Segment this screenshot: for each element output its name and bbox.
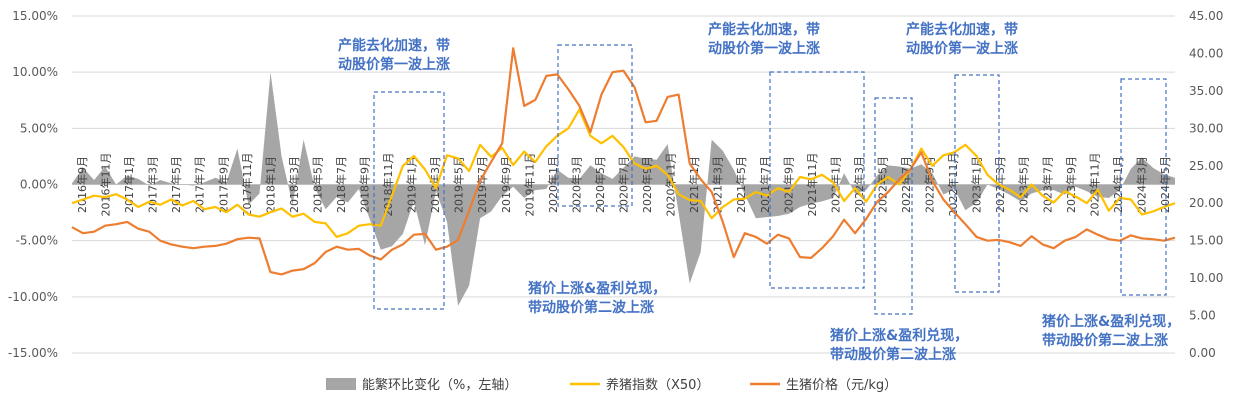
line-series-price (71, 47, 1176, 276)
right-tick-label: 20.00 (1189, 196, 1223, 210)
annotation-line: 动股价第一波上涨 (708, 40, 820, 57)
right-axis: 0.00 5.00 10.00 15.00 20.00 25.00 30.00 35.00 40… (1189, 9, 1223, 360)
x-tick-label: 2021年11月 (805, 153, 819, 217)
annotation-line: 动股价第一波上涨 (338, 56, 450, 73)
annotation-text: 产能去化加速，带动股价第一波上涨 (906, 21, 1018, 57)
annotation-text: 产能去化加速，带动股价第一波上涨 (338, 37, 450, 73)
x-tick-label: 2020年5月 (593, 156, 607, 213)
annotation-line: 产能去化加速，带 (708, 21, 820, 38)
left-tick-label: 15.00% (12, 9, 58, 23)
x-tick-label: 2019年7月 (475, 156, 489, 213)
x-tick-label: 2023年5月 (1017, 156, 1031, 213)
left-axis: -15.00% -10.00% -5.00% 0.00% 5.00% 10.00% 15.0… (8, 9, 58, 360)
x-tick-label: 2016年9月 (75, 156, 89, 213)
highlight-box (1120, 78, 1167, 296)
highlight-box (954, 74, 1000, 293)
highlight-box (769, 71, 865, 289)
annotation-text: 猪价上涨&盈利兑现， 带动股价第二波上涨 (527, 280, 666, 316)
x-tick-label: 2018年3月 (287, 156, 301, 213)
right-tick-label: 15.00 (1189, 234, 1223, 248)
x-tick-label: 2022年11月 (946, 153, 960, 217)
annotations-layer: 产能去化加速，带动股价第一波上涨产能去化加速，带动股价第一波上涨产能去化加速，带… (338, 21, 1180, 363)
annotation-text: 猪价上涨&盈利兑现， 带动股价第二波上涨 (1041, 313, 1180, 349)
annotation-line: 产能去化加速，带 (338, 37, 450, 54)
highlight-box (373, 91, 445, 310)
x-tick-label: 2018年7月 (334, 156, 348, 213)
right-tick-label: 10.00 (1189, 271, 1223, 285)
x-tick-label: 2021年5月 (734, 156, 748, 213)
x-tick-label: 2020年1月 (546, 156, 560, 213)
x-tick-label: 2020年7月 (617, 156, 631, 213)
x-tick-label: 2018年1月 (263, 156, 277, 213)
annotation-line: 猪价上涨&盈利兑现， (829, 327, 968, 344)
x-tick-label: 2021年3月 (711, 156, 725, 213)
x-tick-label: 2016年11月 (99, 153, 113, 217)
x-tick-label: 2018年11月 (381, 153, 395, 217)
x-tick-label: 2018年9月 (358, 156, 372, 213)
right-tick-label: 30.00 (1189, 121, 1223, 135)
x-tick-label: 2019年5月 (452, 156, 466, 213)
x-tick-label: 2019年9月 (499, 156, 513, 213)
legend: 能繁环比变化（%，左轴） 养猪指数（X50） 生猪价格（元/kg） (326, 377, 897, 393)
legend-swatch-area (326, 378, 356, 390)
annotation-line: 带动股价第二波上涨 (528, 299, 654, 316)
x-tick-label: 2017年9月 (216, 156, 230, 213)
x-tick-label: 2019年1月 (405, 156, 419, 213)
x-tick-label: 2023年7月 (1040, 156, 1054, 213)
x-tick-label: 2017年11月 (240, 153, 254, 217)
x-tick-label: 2021年7月 (758, 156, 772, 213)
x-tick-label: 2021年9月 (781, 156, 795, 213)
right-tick-label: 40.00 (1189, 46, 1223, 60)
x-tick-label: 2017年5月 (169, 156, 183, 213)
x-tick-label: 2020年9月 (640, 156, 654, 213)
legend-label-index: 养猪指数（X50） (606, 377, 709, 393)
annotation-line: 动股价第一波上涨 (906, 40, 1018, 57)
left-tick-label: -5.00% (16, 234, 58, 248)
legend-label-price: 生猪价格（元/kg） (786, 377, 897, 393)
x-tick-label: 2023年1月 (970, 156, 984, 213)
left-tick-label: -10.00% (8, 290, 58, 304)
right-tick-label: 25.00 (1189, 159, 1223, 173)
highlight-boxes (373, 44, 1167, 315)
line-series-index (71, 108, 1176, 238)
highlight-box (557, 44, 633, 207)
right-tick-label: 0.00 (1189, 346, 1216, 360)
x-tick-label: 2017年3月 (146, 156, 160, 213)
x-tick-label: 2022年7月 (899, 156, 913, 213)
x-tick-label: 2019年3月 (428, 156, 442, 213)
left-tick-label: 5.00% (20, 121, 58, 135)
annotation-line: 猪价上涨&盈利兑现， (527, 280, 666, 297)
left-tick-label: -15.00% (8, 346, 58, 360)
annotation-line: 带动股价第二波上涨 (1042, 332, 1168, 349)
x-tick-label: 2024年3月 (1135, 156, 1149, 213)
left-tick-label: 0.00% (20, 178, 58, 192)
x-tick-label: 2023年9月 (1064, 156, 1078, 213)
x-tick-label: 2017年7月 (193, 156, 207, 213)
x-tick-label: 2024年5月 (1158, 156, 1172, 213)
x-tick-label: 2021年1月 (687, 156, 701, 213)
legend-label-area: 能繁环比变化（%，左轴） (362, 377, 517, 393)
right-tick-label: 45.00 (1189, 9, 1223, 23)
x-tick-label: 2022年9月 (923, 156, 937, 213)
left-tick-label: 10.00% (12, 65, 58, 79)
annotation-line: 猪价上涨&盈利兑现， (1041, 313, 1180, 330)
x-tick-label: 2020年3月 (569, 156, 583, 213)
x-tick-label: 2018年5月 (310, 156, 324, 213)
x-tick-label: 2020年11月 (664, 153, 678, 217)
annotation-text: 猪价上涨&盈利兑现， 带动股价第二波上涨 (829, 327, 968, 363)
annotation-line: 产能去化加速，带 (906, 21, 1018, 38)
annotation-text: 产能去化加速，带动股价第一波上涨 (708, 21, 820, 57)
right-tick-label: 35.00 (1189, 84, 1223, 98)
annotation-line: 带动股价第二波上涨 (830, 346, 956, 363)
x-tick-label: 2023年11月 (1087, 153, 1101, 217)
line-series-layer (71, 47, 1176, 276)
x-tick-label: 2019年11月 (522, 153, 536, 217)
right-tick-label: 5.00 (1189, 309, 1216, 323)
